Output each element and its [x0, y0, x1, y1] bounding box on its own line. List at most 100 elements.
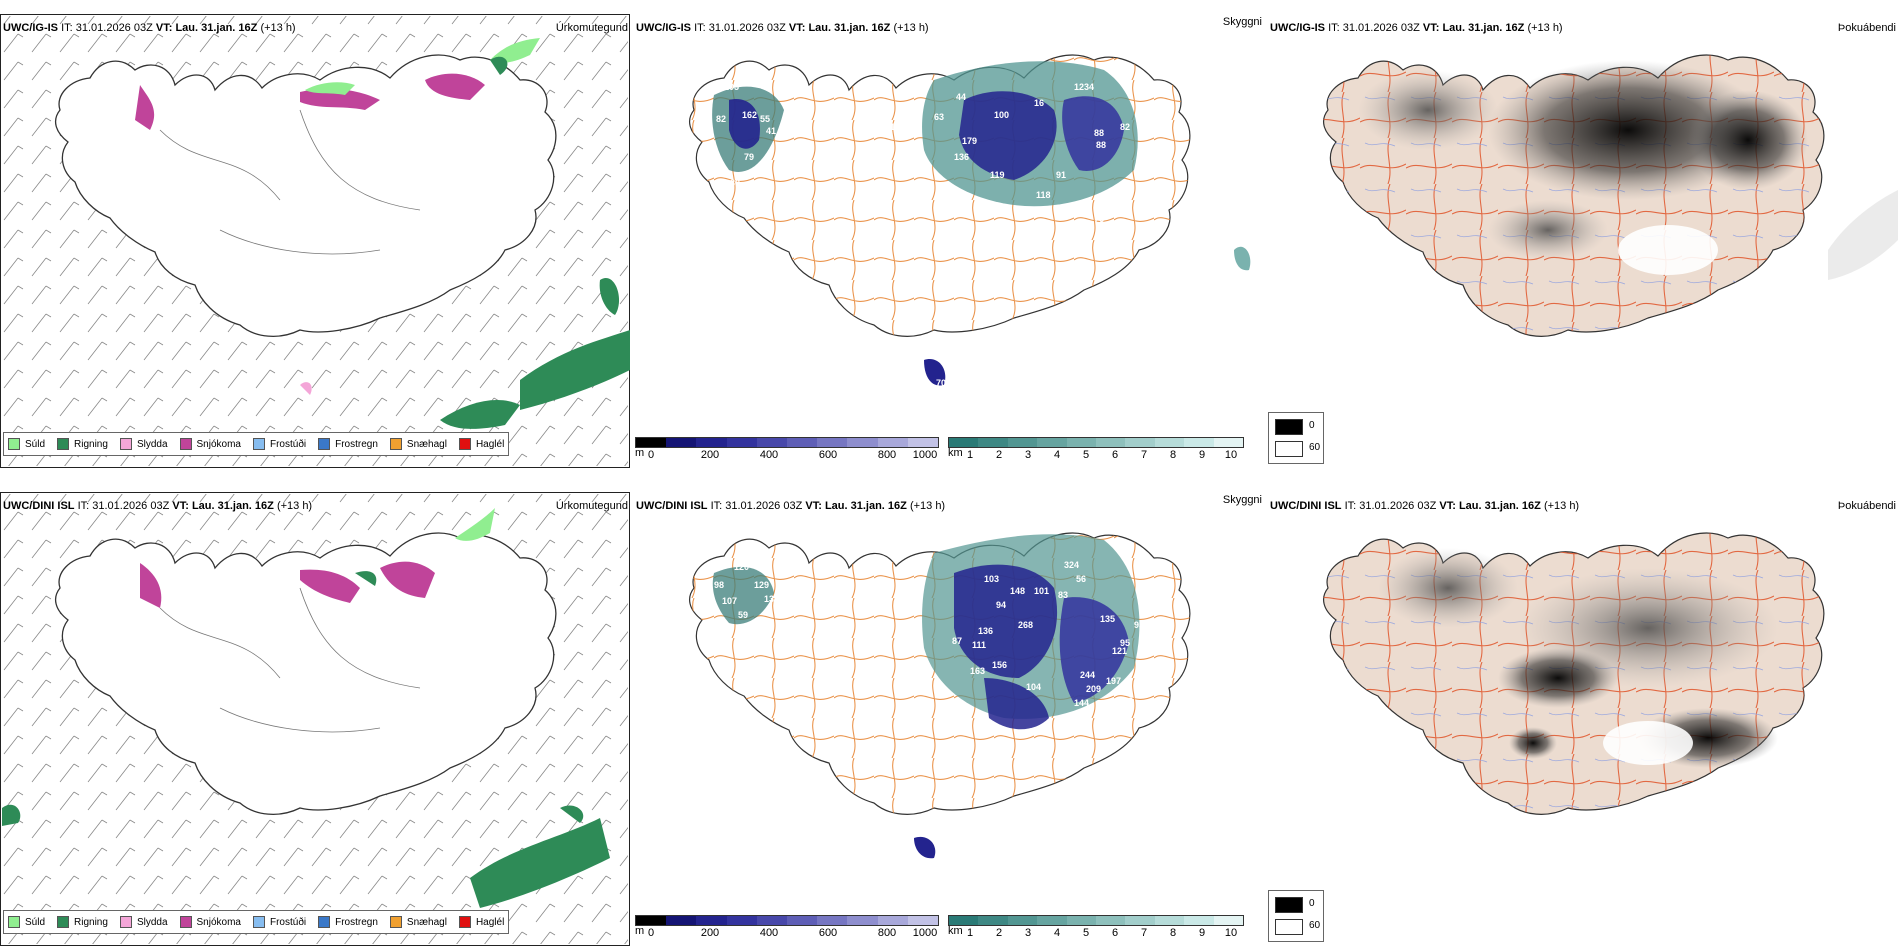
legend-label: Snjókoma: [196, 916, 241, 928]
visibility-map: [688, 532, 1191, 859]
tick-label: 2: [995, 449, 1003, 461]
swatch: [318, 916, 331, 928]
tick-label: 800: [877, 449, 897, 461]
it-label: IT:: [77, 500, 90, 512]
model-name: UWC/IG-IS: [1270, 22, 1325, 34]
legend-label: Súld: [25, 916, 46, 928]
legend-label: Snjókoma: [196, 438, 241, 450]
legend-label: Slydda: [136, 916, 168, 928]
legend-item: Rigning: [57, 916, 108, 928]
tick-label: 4: [1053, 449, 1061, 461]
legend-item: Rigning: [57, 438, 108, 450]
lead-time: (+13 h): [1543, 500, 1580, 512]
legend-item: Haglél: [458, 916, 504, 928]
fog-legend-label: 60: [1309, 442, 1321, 453]
fog-map: [1322, 532, 1825, 815]
visibility-unit: km: [948, 447, 963, 459]
legend-item: Haglél: [458, 438, 505, 450]
fog-panel: UWC/DINI ISL IT: 31.01.2026 03Z VT: Lau.…: [1268, 478, 1900, 948]
tick-label: 0: [647, 927, 655, 939]
tick-label: 10: [1224, 927, 1238, 939]
visibility-colorbar: 1 2 3 4 5 6 7 8 9 10 km: [948, 915, 1244, 945]
tick-label: 1: [966, 927, 974, 939]
header-text: UWC/DINI ISL IT: 31.01.2026 03Z VT: Lau.…: [3, 500, 312, 512]
ceiling-colorbar-swatches: [635, 437, 939, 448]
tick-label: 10: [1224, 449, 1238, 461]
panel-title: Þokuábendi: [1837, 22, 1896, 34]
model-name: UWC/DINI ISL: [1270, 500, 1342, 512]
swatch: [57, 916, 70, 928]
model-name: UWC/IG-IS: [636, 22, 691, 34]
fog-map: [1322, 54, 1898, 337]
tick-label: 400: [759, 927, 779, 939]
panel-title: Úrkomutegund: [555, 500, 628, 512]
lead-time: (+13 h): [1527, 22, 1563, 34]
tick-label: 800: [877, 927, 897, 939]
lead-time: (+13 h): [276, 500, 313, 512]
visibility-unit: km: [948, 925, 963, 937]
model-name: UWC/DINI ISL: [636, 500, 708, 512]
lead-time: (+13 h): [260, 22, 296, 34]
tick-label: 3: [1024, 927, 1032, 939]
fog-legend-label: 0: [1309, 898, 1315, 909]
vt-value: Lau. 31.jan. 16Z: [1442, 22, 1525, 34]
legend-item: Snæhagl: [389, 916, 447, 928]
vt-value: Lau. 31.jan. 16Z: [191, 500, 274, 512]
tick-label: 6: [1111, 449, 1119, 461]
panel-title: Skyggni: [1222, 494, 1262, 506]
precip-type-panel: UWC/IG-IS IT: 31.01.2026 03Z VT: Lau. 31…: [0, 0, 634, 470]
header-text: UWC/DINI ISL IT: 31.01.2026 03Z VT: Lau.…: [1270, 500, 1579, 512]
it-value: 31.01.2026 03Z: [708, 22, 786, 34]
vt-label: VT:: [172, 500, 189, 512]
model-name: UWC/DINI ISL: [3, 500, 75, 512]
swatch: [8, 916, 20, 928]
tick-label: 600: [818, 927, 838, 939]
tick-label: 600: [818, 449, 838, 461]
tick-label: 0: [647, 449, 655, 461]
legend-item: Snæhagl: [389, 438, 447, 450]
ceiling-colorbar-ticks: 0 200 400 600 800 1000: [635, 927, 939, 941]
swatch: [119, 916, 132, 928]
it-label: IT:: [61, 22, 73, 34]
swatch: [318, 438, 331, 450]
fog-legend: 0 60: [1268, 412, 1324, 464]
it-value: 31.01.2026 03Z: [725, 500, 803, 512]
tick-label: 200: [700, 927, 720, 939]
model-row-dini-isl: UWC/DINI ISL IT: 31.01.2026 03Z VT: Lau.…: [0, 478, 1900, 948]
fog-swatch-dark: [1275, 419, 1303, 435]
panel-title: Úrkomutegund: [555, 22, 628, 34]
it-value: 31.01.2026 03Z: [92, 500, 170, 512]
fog-swatch-dark: [1275, 897, 1303, 913]
legend-label: Haglél: [475, 438, 505, 450]
swatch: [57, 438, 70, 450]
swatch: [458, 438, 471, 450]
vt-value: Lau. 31.jan. 16Z: [824, 500, 907, 512]
ceiling-colorbar: 0 200 400 600 800 1000 m: [635, 437, 939, 467]
swatch: [119, 438, 132, 450]
tick-label: 3: [1024, 449, 1032, 461]
legend-label: Frostregn: [335, 916, 378, 928]
it-label: IT:: [1328, 22, 1340, 34]
visibility-colorbar-swatches: [948, 437, 1244, 448]
vt-label: VT:: [155, 22, 173, 34]
panel-title: Þokuábendi: [1837, 500, 1896, 512]
tick-label: 1000: [912, 927, 938, 939]
model-row-ig-is: UWC/IG-IS IT: 31.01.2026 03Z VT: Lau. 31…: [0, 0, 1900, 470]
it-value: 31.01.2026 03Z: [1359, 500, 1437, 512]
tick-label: 4: [1053, 927, 1061, 939]
ceiling-colorbar-swatches: [635, 915, 939, 926]
visibility-map: [688, 54, 1251, 386]
swatch: [8, 438, 20, 450]
legend-item: Snjókoma: [179, 916, 241, 928]
header-text: UWC/IG-IS IT: 31.01.2026 03Z VT: Lau. 31…: [636, 22, 929, 34]
ceiling-colorbar-ticks: 0 200 400 600 800 1000: [635, 449, 939, 463]
swatch: [389, 438, 402, 450]
tick-label: 1: [966, 449, 974, 461]
legend-item: Slydda: [119, 438, 168, 450]
lead-time: (+13 h): [893, 22, 929, 34]
it-value: 31.01.2026 03Z: [75, 22, 153, 34]
precip-type-panel: UWC/DINI ISL IT: 31.01.2026 03Z VT: Lau.…: [0, 478, 634, 948]
swatch: [179, 916, 192, 928]
legend-item: Slydda: [119, 916, 168, 928]
legend-item: Frostregn: [318, 438, 378, 450]
